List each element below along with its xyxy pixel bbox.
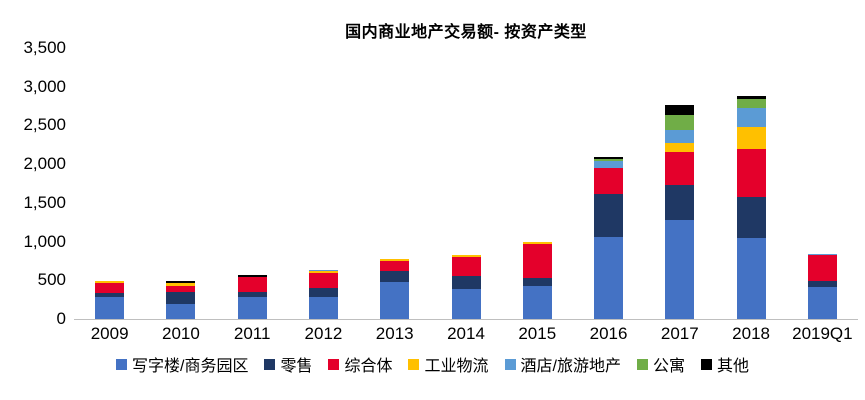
bar-segment bbox=[736, 126, 766, 150]
bar-segment bbox=[665, 185, 695, 220]
x-axis-tick-label: 2011 bbox=[233, 324, 271, 343]
x-axis-tick-label: 2018 bbox=[732, 324, 770, 343]
legend-swatch-icon bbox=[264, 358, 276, 370]
bar-segment bbox=[95, 282, 125, 294]
legend-label: 工业物流 bbox=[424, 358, 489, 375]
bar-segment bbox=[522, 285, 552, 319]
bar-segment bbox=[522, 277, 552, 286]
bar-segment bbox=[237, 296, 267, 319]
bar-segment bbox=[736, 238, 766, 319]
y-axis-tick-label: 3,000 bbox=[23, 76, 66, 96]
bar-segment bbox=[594, 158, 624, 161]
legend-swatch-icon bbox=[408, 358, 420, 370]
chart-title: 国内商业地产交易额- 按资产类型 bbox=[345, 24, 587, 41]
bar-segment bbox=[736, 99, 766, 108]
bar-segment bbox=[308, 269, 338, 271]
bar-segment bbox=[166, 281, 196, 283]
bar-segment bbox=[95, 297, 125, 319]
x-axis-tick-label: 2013 bbox=[375, 324, 414, 343]
bar-segment bbox=[594, 156, 624, 159]
bar-segment bbox=[451, 275, 481, 289]
bar-segment bbox=[95, 281, 125, 283]
x-axis-tick-label: 2016 bbox=[589, 324, 628, 343]
bar-segment bbox=[807, 255, 837, 281]
legend-label: 酒店/旅游地产 bbox=[520, 358, 621, 375]
legend-item: 零售 bbox=[264, 352, 312, 376]
legend-label: 写字楼/商务园区 bbox=[132, 358, 249, 375]
bar-segment bbox=[308, 272, 338, 289]
bar-segment bbox=[594, 236, 624, 319]
x-axis-tick-label: 2017 bbox=[660, 324, 699, 343]
legend-item: 酒店/旅游地产 bbox=[504, 352, 621, 376]
bar-segment bbox=[237, 291, 267, 297]
bar-segment bbox=[308, 270, 338, 273]
bar-segment bbox=[308, 297, 338, 319]
legend-label: 综合体 bbox=[344, 358, 393, 375]
x-axis-line bbox=[74, 319, 858, 320]
legend-label: 其他 bbox=[716, 358, 749, 375]
bar-segment bbox=[308, 288, 338, 298]
y-axis-tick-label: 3,500 bbox=[23, 38, 66, 57]
y-axis-tick-label: 1,000 bbox=[23, 231, 66, 251]
x-axis-tick-label: 2009 bbox=[90, 324, 129, 343]
bar-segment bbox=[736, 95, 766, 100]
bar-segment bbox=[736, 196, 766, 239]
legend-swatch-icon bbox=[636, 358, 648, 370]
legend-label: 公寓 bbox=[652, 358, 685, 375]
bar-segment bbox=[665, 114, 695, 131]
bar-segment bbox=[166, 282, 196, 286]
bar-segment bbox=[665, 143, 695, 153]
bar-segment bbox=[380, 281, 410, 319]
legend-label: 零售 bbox=[280, 358, 313, 375]
bar-segment bbox=[522, 242, 552, 244]
bar-segment bbox=[807, 280, 837, 287]
bar-segment bbox=[594, 194, 624, 237]
bar-segment bbox=[166, 291, 196, 304]
y-axis-tick-label: 500 bbox=[37, 270, 66, 290]
bar-segment bbox=[451, 257, 481, 276]
bar-segment bbox=[807, 286, 837, 319]
x-axis-tick-label: 2014 bbox=[447, 324, 485, 343]
y-axis-tick-label: 0 bbox=[56, 309, 66, 328]
bar-segment bbox=[95, 293, 125, 298]
legend-item: 写字楼/商务园区 bbox=[116, 352, 248, 376]
y-axis-tick-label: 2,500 bbox=[23, 115, 66, 135]
bar-segment bbox=[594, 168, 624, 195]
bar-segment bbox=[665, 130, 695, 144]
bar-segment bbox=[522, 243, 552, 278]
bar-segment bbox=[237, 276, 267, 292]
y-axis-tick-label: 2,000 bbox=[23, 154, 66, 174]
legend-item: 其他 bbox=[700, 352, 749, 376]
y-axis-tick-label: 1,500 bbox=[23, 192, 66, 212]
legend-item: 工业物流 bbox=[408, 352, 489, 376]
x-axis-tick-label: 2012 bbox=[304, 324, 343, 343]
legend-swatch-icon bbox=[116, 358, 127, 370]
x-axis-tick-label: 2010 bbox=[161, 324, 200, 343]
bar-segment bbox=[380, 258, 410, 261]
bar-segment bbox=[665, 219, 695, 319]
legend-item: 综合体 bbox=[328, 352, 392, 376]
bar-segment bbox=[451, 288, 481, 319]
bar-segment bbox=[451, 255, 481, 258]
bar-segment bbox=[166, 303, 196, 319]
legend-item: 公寓 bbox=[636, 352, 685, 376]
bar-segment bbox=[380, 260, 410, 271]
legend-swatch-icon bbox=[504, 358, 516, 370]
legend-swatch-icon bbox=[700, 358, 712, 370]
x-axis-tick-label: 2015 bbox=[518, 324, 557, 343]
bar-segment bbox=[736, 108, 766, 127]
bar-segment bbox=[665, 152, 695, 186]
bar-segment bbox=[736, 149, 766, 197]
bar-segment bbox=[665, 104, 695, 115]
legend: 写字楼/商务园区 零售 综合体 工业物流 酒店/旅游地产 公寓 其他 bbox=[0, 352, 865, 376]
bar-segment bbox=[380, 270, 410, 282]
bar-segment bbox=[166, 285, 196, 292]
bar-segment bbox=[807, 253, 837, 256]
x-axis-tick-label: 2019Q1 bbox=[792, 324, 853, 343]
legend-swatch-icon bbox=[328, 358, 340, 370]
bar-segment bbox=[237, 275, 267, 277]
bar-segment bbox=[594, 160, 624, 169]
